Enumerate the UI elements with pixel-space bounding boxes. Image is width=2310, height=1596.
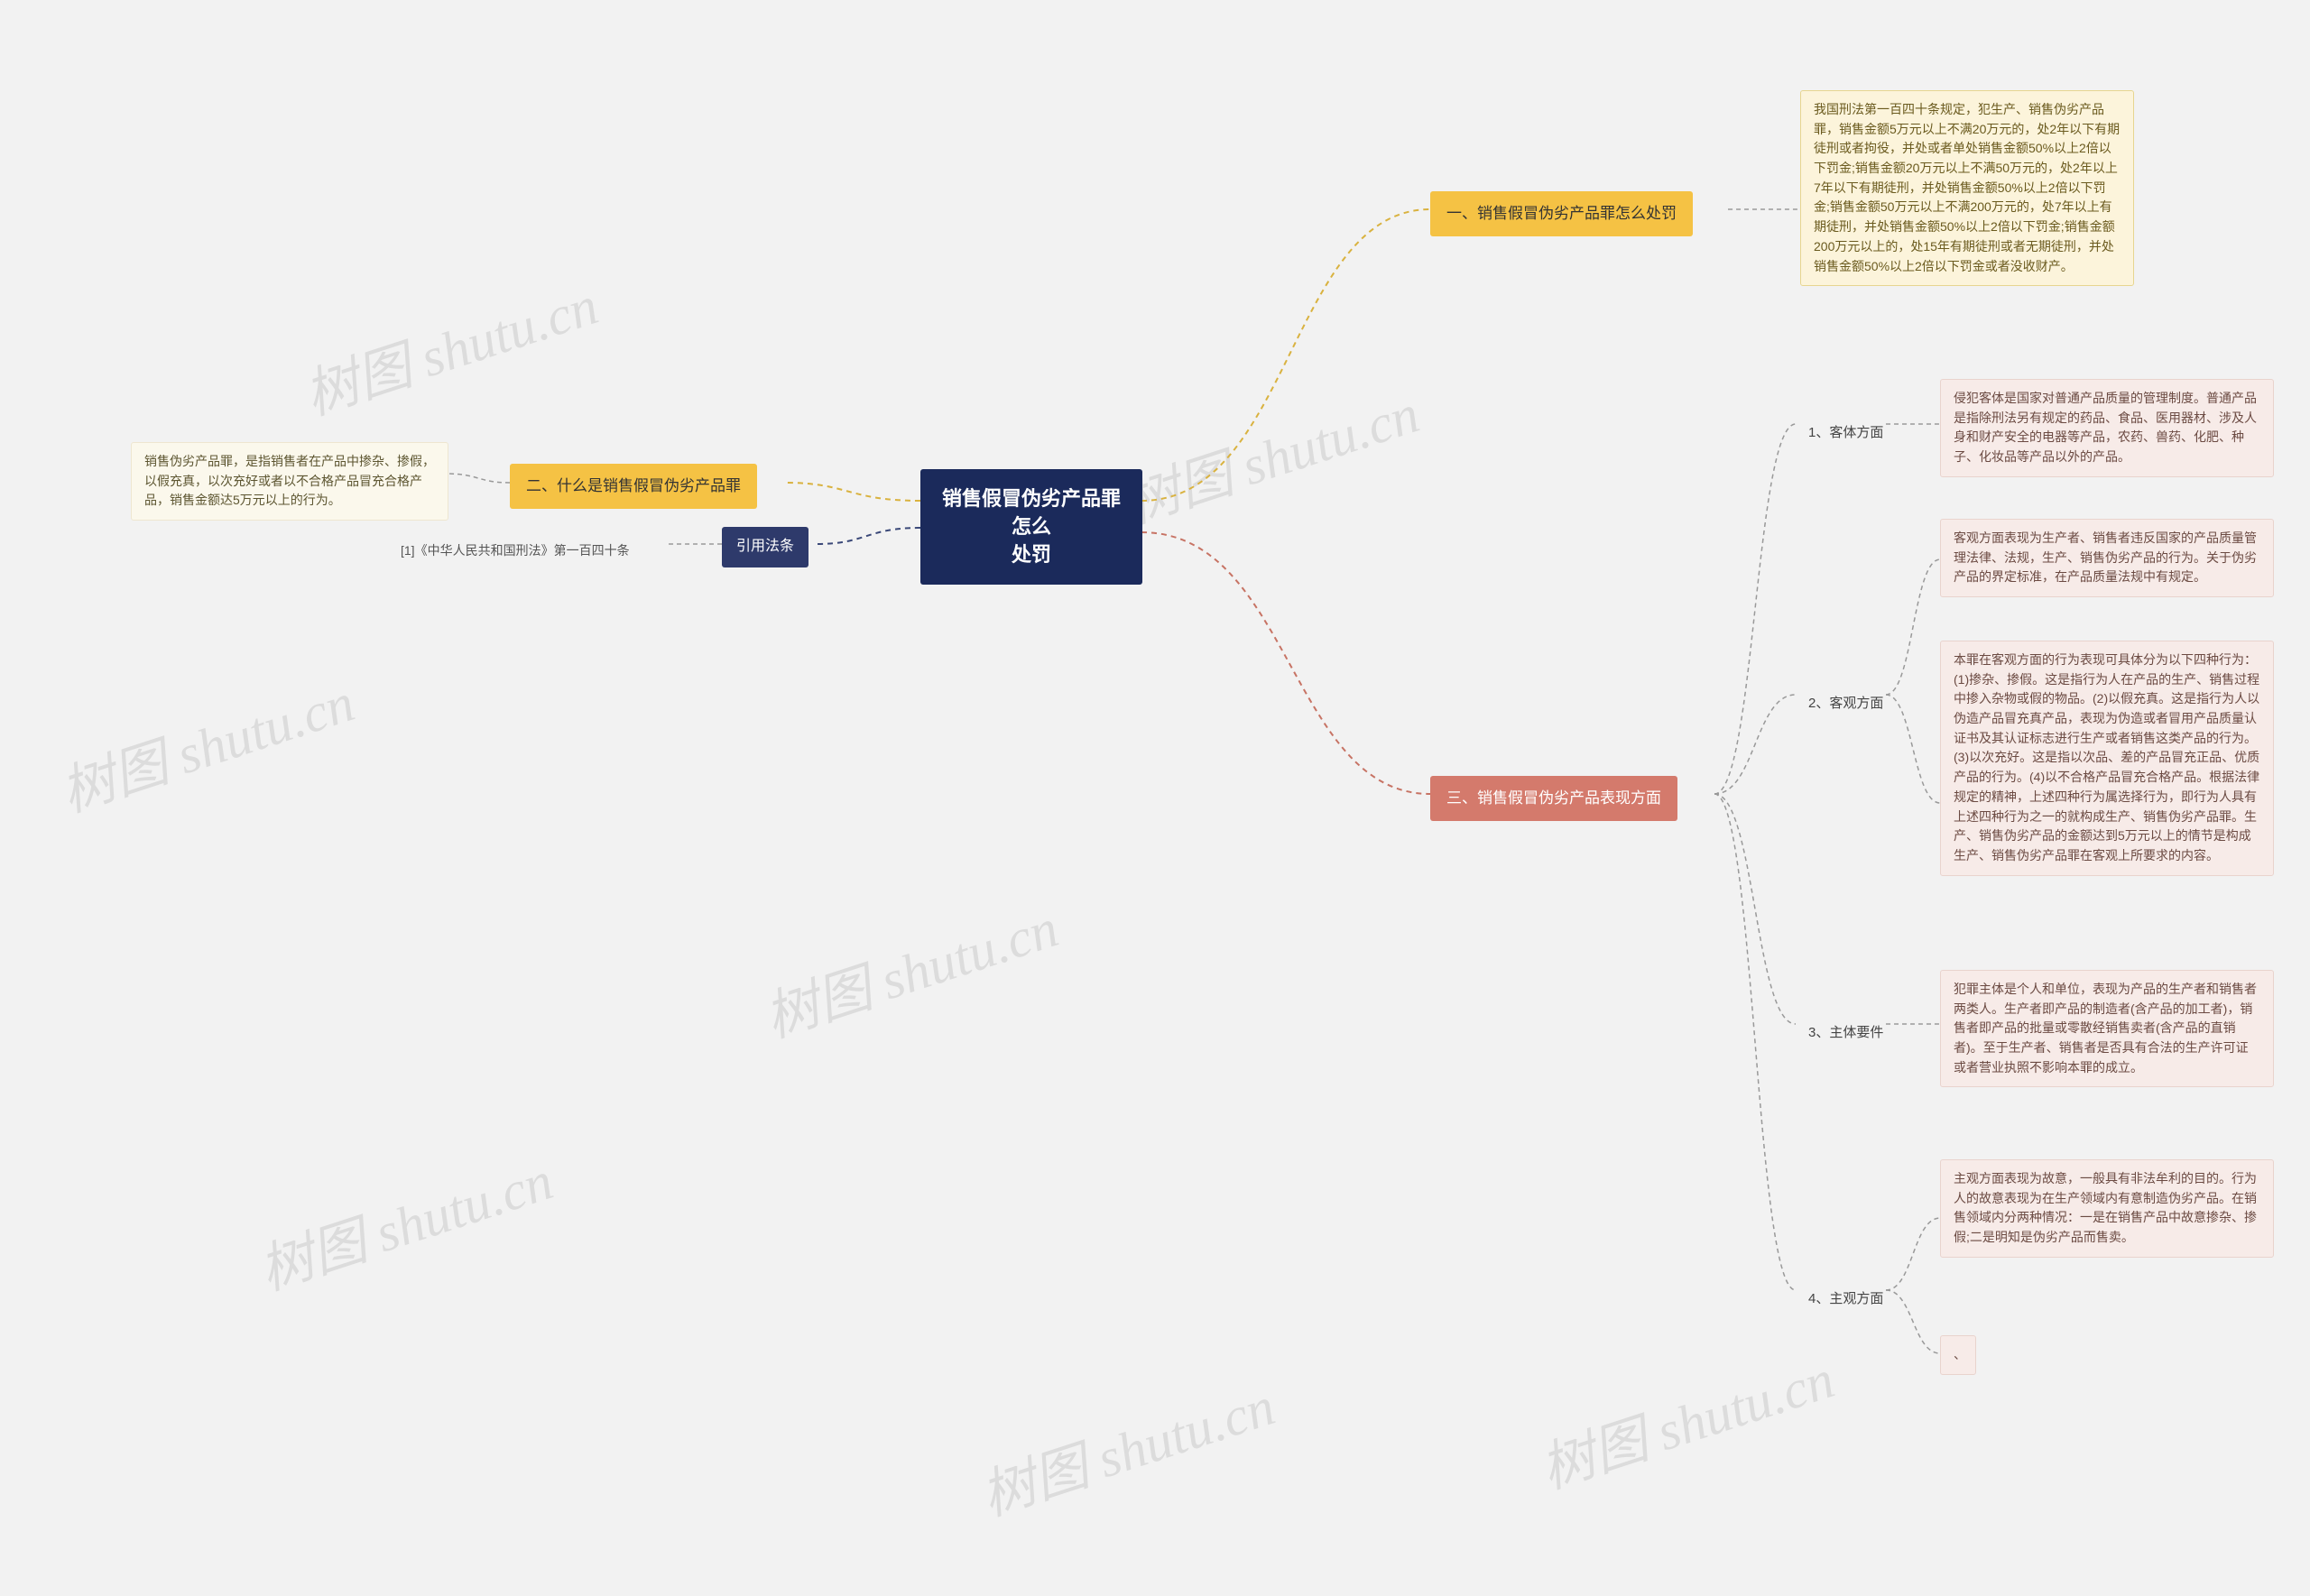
watermark: 树图 shutu.cn (970, 1362, 1283, 1531)
section1-text: 我国刑法第一百四十条规定，犯生产、销售伪劣产品罪，销售金额5万元以上不满20万元… (1800, 90, 2134, 286)
cite-title: 引用法条 (722, 527, 808, 567)
section2-title: 二、什么是销售假冒伪劣产品罪 (510, 464, 757, 509)
watermark: 树图 shutu.cn (1114, 370, 1428, 539)
section2-text: 销售伪劣产品罪，是指销售者在产品中掺杂、掺假，以假充真，以次充好或者以不合格产品… (131, 442, 448, 521)
watermark: 树图 shutu.cn (50, 659, 363, 827)
watermark: 树图 shutu.cn (248, 1137, 561, 1305)
section3-item4-label: 4、主观方面 (1796, 1279, 1896, 1318)
section1-title: 一、销售假冒伪劣产品罪怎么处罚 (1430, 191, 1693, 236)
watermark: 树图 shutu.cn (1529, 1335, 1843, 1504)
watermark: 树图 shutu.cn (753, 884, 1067, 1053)
section3-title: 三、销售假冒伪劣产品表现方面 (1430, 776, 1677, 821)
section3-item2-label: 2、客观方面 (1796, 684, 1896, 723)
cite-text: [1]《中华人民共和国刑法》第一百四十条 (388, 532, 642, 570)
section3-item3-text: 犯罪主体是个人和单位，表现为产品的生产者和销售者两类人。生产者即产品的制造者(含… (1940, 970, 2274, 1087)
section3-item4-text: 主观方面表现为故意，一般具有非法牟利的目的。行为人的故意表现为在生产领域内有意制… (1940, 1159, 2274, 1258)
section3-item4-extra: 、 (1940, 1335, 1976, 1375)
section3-item1-label: 1、客体方面 (1796, 413, 1896, 452)
section3-item2-text2: 本罪在客观方面的行为表现可具体分为以下四种行为：(1)掺杂、掺假。这是指行为人在… (1940, 641, 2274, 876)
root-node: 销售假冒伪劣产品罪怎么处罚 (920, 469, 1142, 585)
section3-item3-label: 3、主体要件 (1796, 1013, 1896, 1052)
section3-item1-text: 侵犯客体是国家对普通产品质量的管理制度。普通产品是指除刑法另有规定的药品、食品、… (1940, 379, 2274, 477)
section3-item2-text1: 客观方面表现为生产者、销售者违反国家的产品质量管理法律、法规，生产、销售伪劣产品… (1940, 519, 2274, 597)
watermark: 树图 shutu.cn (293, 262, 606, 430)
